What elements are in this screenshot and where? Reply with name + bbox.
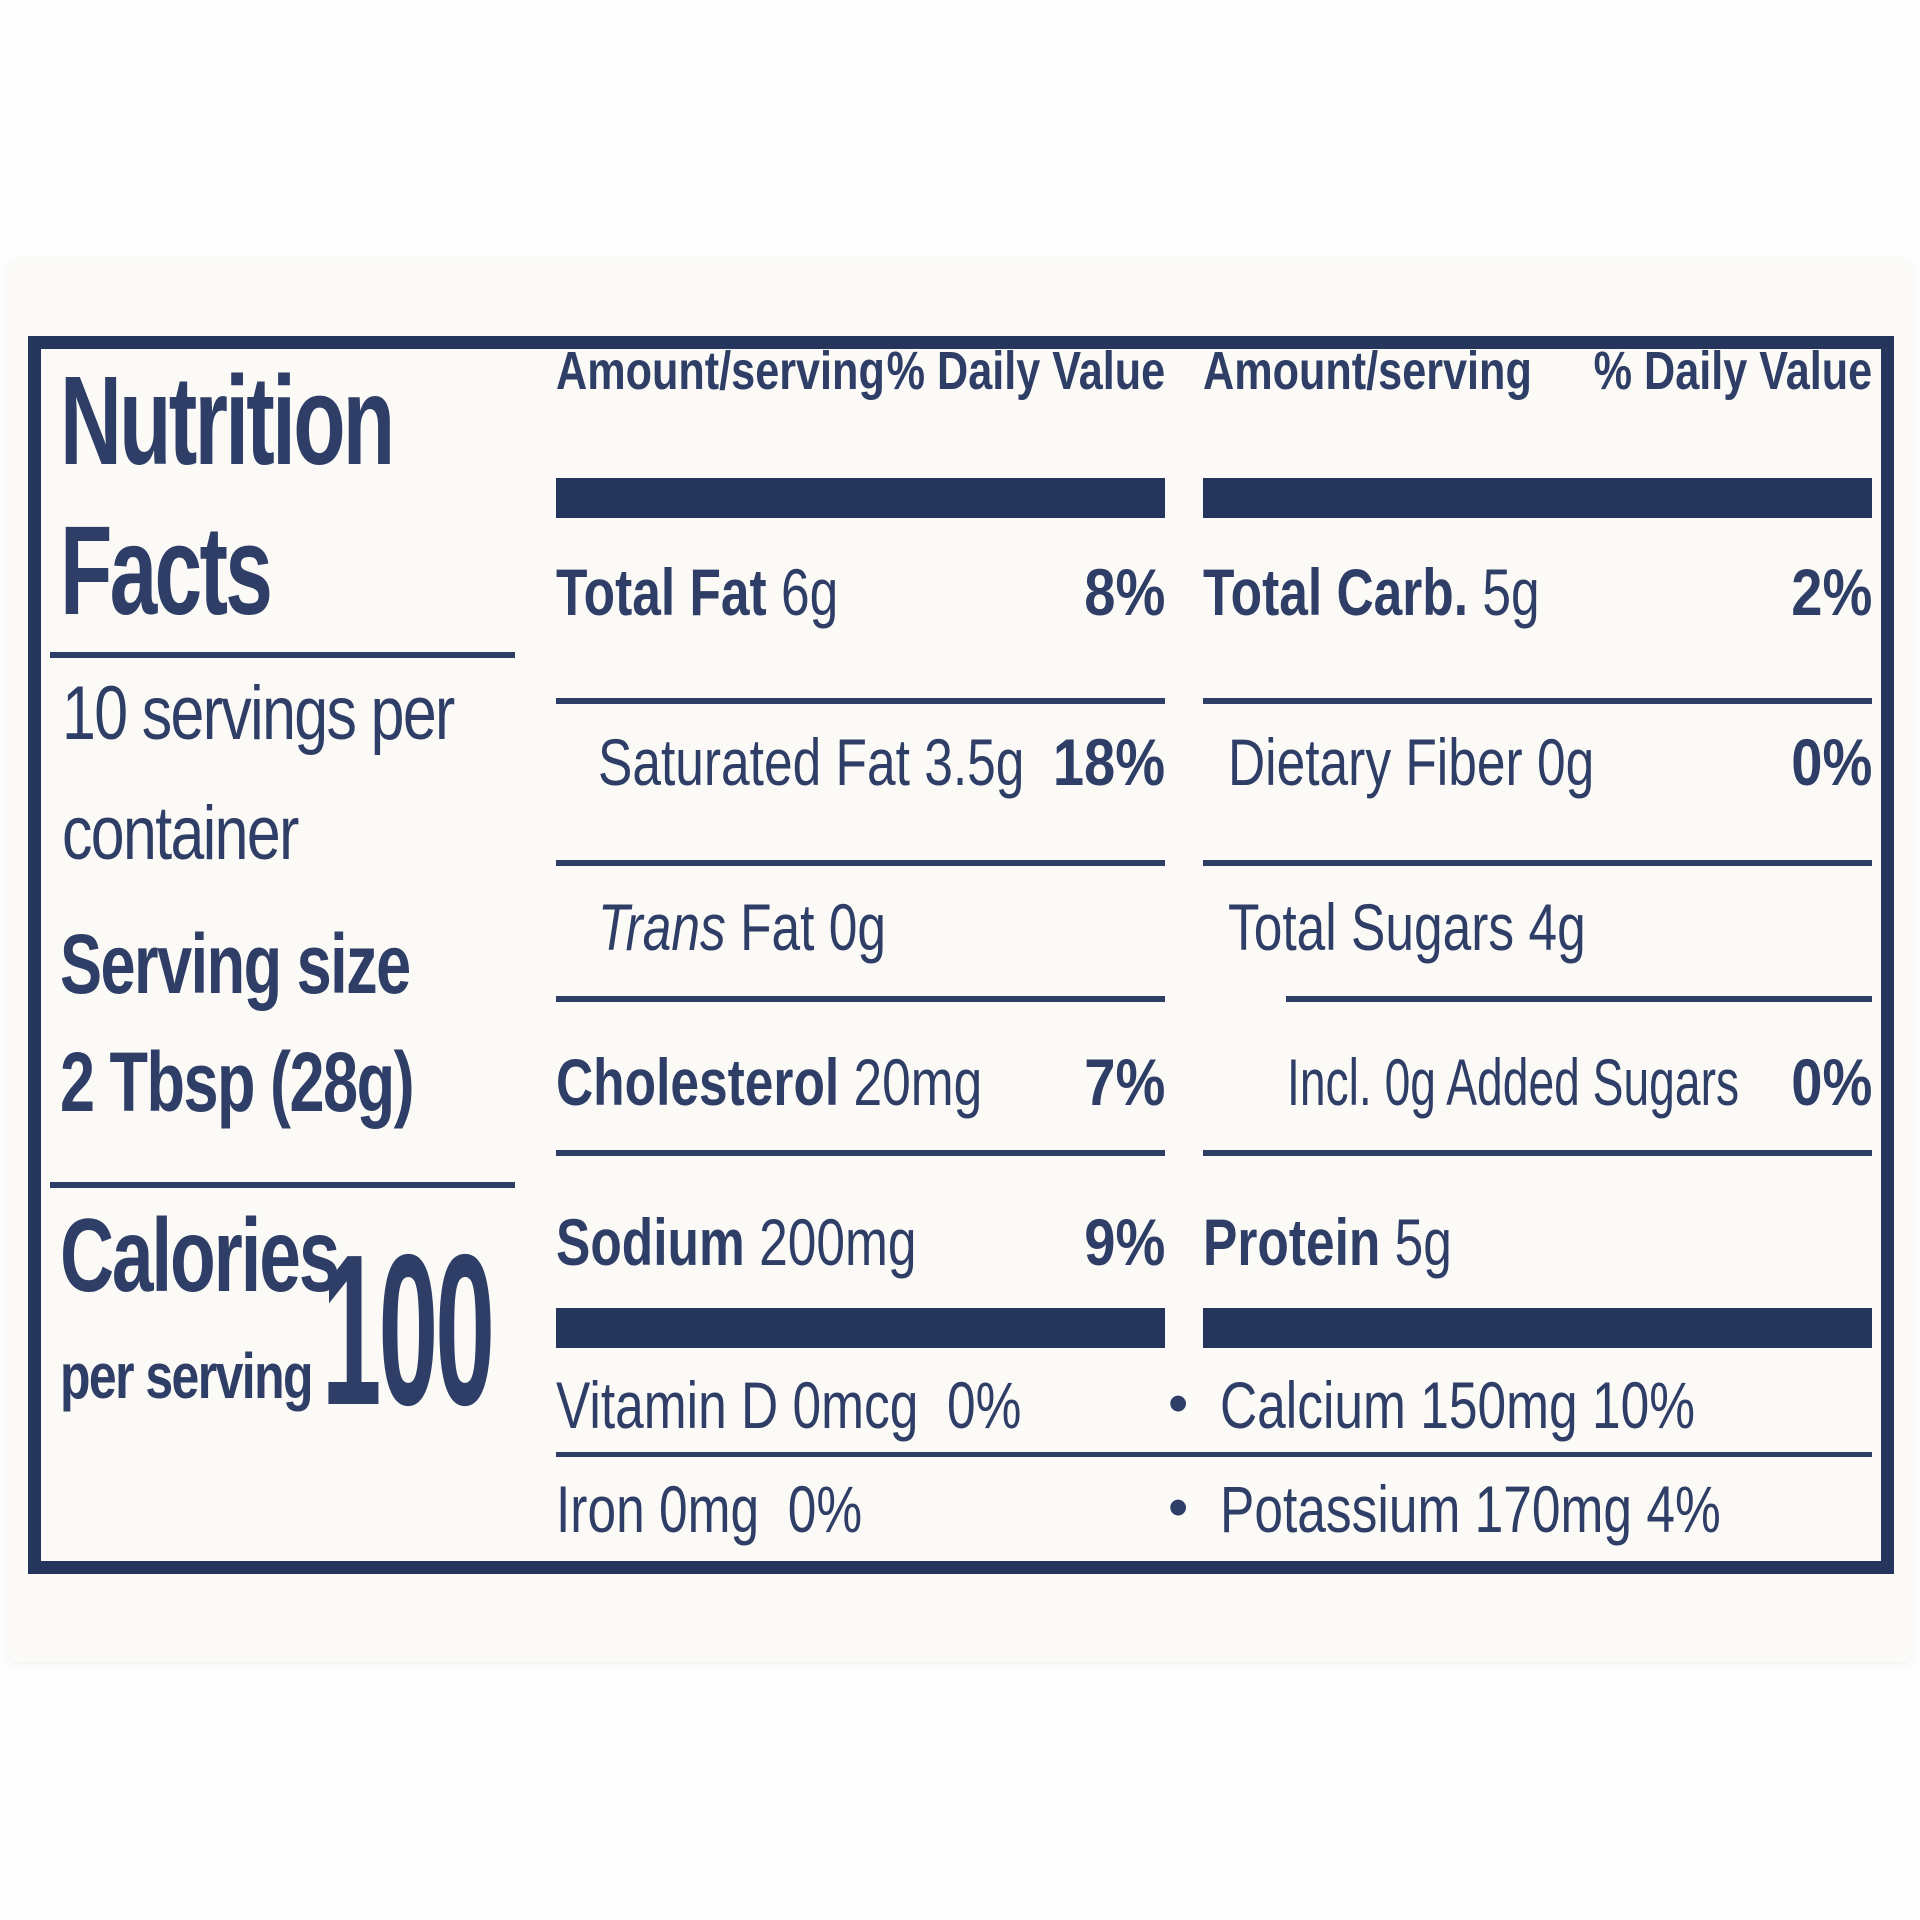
serving-size-label: Serving size (60, 917, 411, 1011)
row-protein: Protein 5g (1203, 1205, 1452, 1279)
divider (1203, 860, 1872, 866)
label-title-line1: Nutrition (60, 350, 395, 491)
label-border (28, 336, 1894, 1574)
added-sugars-dv: 0% (1790, 1045, 1872, 1119)
servings-line2: container (62, 791, 299, 876)
divider (1203, 698, 1872, 704)
dietary-fiber-dv: 0% (1790, 725, 1872, 799)
divider (556, 996, 1165, 1002)
section-bar (1203, 478, 1872, 518)
total-fat-dv: 8% (1083, 555, 1165, 629)
amount-serving-label: Amount/serving (1203, 341, 1532, 401)
row-total-carb: Total Carb. 5g 2% (1203, 555, 1872, 629)
right-column-header: Amount/serving % Daily Value (1203, 336, 1872, 416)
row-total-sugars: Total Sugars 4g (1228, 890, 1586, 964)
row-vitamin-d-calcium: Vitamin D 0mcg 0% • Calcium 150mg 10% (556, 1368, 1872, 1450)
row-iron-potassium: Iron 0mg 0% • Potassium 170mg 4% (556, 1472, 1872, 1554)
servings-line1: 10 servings per (62, 671, 455, 756)
daily-value-label: % Daily Value (1593, 341, 1872, 401)
mid-column-header: Amount/serving % Daily Value (556, 336, 1165, 416)
row-cholesterol: Cholesterol 20mg 7% (556, 1045, 1165, 1119)
calories-value: 100 (321, 1209, 495, 1450)
calories-label: Calories (60, 1198, 340, 1314)
divider (556, 1150, 1165, 1156)
divider (556, 860, 1165, 866)
bullet-icon: • (1168, 1475, 1189, 1540)
potassium-value: Potassium 170mg 4% (1220, 1472, 1721, 1546)
iron-value: Iron 0mg 0% (556, 1472, 863, 1546)
section-bar (556, 478, 1165, 518)
serving-size-value: 2 Tbsp (28g) (60, 1035, 415, 1129)
label-title-line2: Facts (60, 500, 273, 641)
divider (556, 1452, 1872, 1457)
row-total-fat: Total Fat 6g 8% (556, 555, 1165, 629)
calories-per-serving-label: per serving (60, 1340, 314, 1412)
divider (50, 652, 515, 658)
section-bar (1203, 1308, 1872, 1348)
total-carb-dv: 2% (1790, 555, 1872, 629)
row-trans-fat: Trans Fat 0g (598, 890, 887, 964)
amount-serving-label: Amount/serving (556, 341, 885, 401)
row-sodium: Sodium 200mg 9% (556, 1205, 1165, 1279)
divider (50, 1182, 515, 1188)
cholesterol-dv: 7% (1083, 1045, 1165, 1119)
daily-value-label: % Daily Value (886, 341, 1165, 401)
section-bar (556, 1308, 1165, 1348)
divider (1203, 1150, 1872, 1156)
saturated-fat-dv: 18% (1052, 725, 1165, 799)
calcium-value: Calcium 150mg 10% (1220, 1368, 1695, 1442)
bullet-icon: • (1168, 1371, 1189, 1436)
vitamin-d-value: Vitamin D 0mcg 0% (556, 1368, 1022, 1442)
row-saturated-fat: Saturated Fat 3.5g 18% (598, 725, 1165, 799)
row-added-sugars: Incl. 0g Added Sugars 0% (1287, 1045, 1872, 1119)
sodium-dv: 9% (1083, 1205, 1165, 1279)
row-dietary-fiber: Dietary Fiber 0g 0% (1228, 725, 1872, 799)
divider (556, 698, 1165, 704)
divider (1286, 996, 1872, 1002)
